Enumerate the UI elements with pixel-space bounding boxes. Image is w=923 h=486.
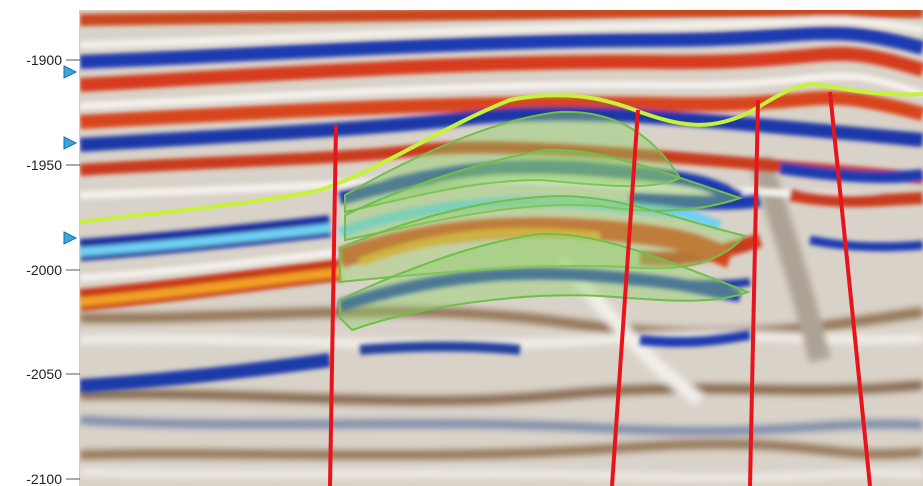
horizon-markers[interactable]: [63, 65, 78, 245]
depth-tick-label: -2050: [26, 366, 62, 382]
depth-tick-label: -2100: [26, 471, 62, 486]
triangle-marker-icon: [63, 65, 78, 79]
fault-3: [748, 99, 760, 486]
fault-2: [610, 109, 640, 486]
depth-tick-label: -1900: [26, 52, 62, 68]
horizon-line[interactable]: [80, 82, 923, 224]
fault-1: [328, 124, 338, 486]
depth-tick-label: -1950: [26, 157, 62, 173]
depth-tick-label: -2000: [26, 262, 62, 278]
triangle-marker-icon: [63, 231, 78, 245]
geobody-polygons[interactable]: [339, 110, 751, 332]
depth-ticks: [66, 59, 80, 480]
triangle-marker-icon: [63, 136, 78, 150]
seismic-amplitude-image: [80, 10, 923, 486]
fault-lines[interactable]: [328, 91, 872, 486]
fault-4: [828, 91, 872, 486]
